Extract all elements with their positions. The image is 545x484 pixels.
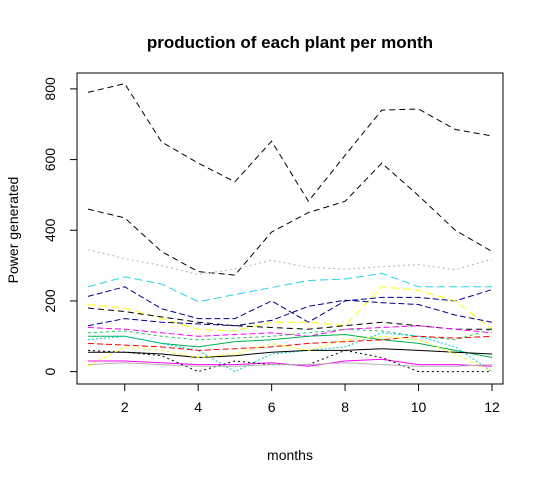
- x-tick-label: 10: [411, 399, 427, 415]
- series-line-5: [87, 286, 493, 323]
- series-line-6: [87, 286, 493, 332]
- series-line-4: [87, 272, 492, 303]
- y-axis-label: Power generated: [5, 177, 21, 284]
- x-tick-label: 2: [121, 399, 129, 415]
- y-tick-label: 200: [42, 289, 58, 313]
- x-tick-label: 4: [194, 399, 202, 415]
- series-line-13: [87, 335, 493, 351]
- x-axis: 2 4 6 8 10 12: [121, 383, 500, 415]
- series-line-1: [87, 83, 493, 203]
- series-line-3: [87, 249, 493, 275]
- x-axis-label: months: [267, 447, 313, 463]
- series-line-18: [87, 335, 493, 373]
- y-tick-label: 600: [42, 148, 58, 172]
- series-line-2: [87, 162, 493, 276]
- series-line-8: [87, 299, 493, 327]
- x-tick-label: 8: [341, 399, 349, 415]
- chart-title: production of each plant per month: [147, 33, 433, 52]
- x-tick-label: 12: [484, 399, 500, 415]
- x-tick-label: 6: [268, 399, 276, 415]
- series-line-9: [87, 325, 493, 337]
- series-line-12: [87, 332, 493, 373]
- y-tick-label: 400: [42, 218, 58, 242]
- series-line-17: [87, 362, 493, 367]
- series-group: [87, 83, 493, 373]
- series-line-15: [88, 358, 493, 367]
- y-tick-label: 0: [42, 368, 58, 376]
- y-tick-label: 800: [42, 77, 58, 101]
- series-line-14: [88, 348, 493, 359]
- series-line-7: [87, 307, 492, 330]
- y-axis: 0 200 400 600 800: [42, 77, 78, 376]
